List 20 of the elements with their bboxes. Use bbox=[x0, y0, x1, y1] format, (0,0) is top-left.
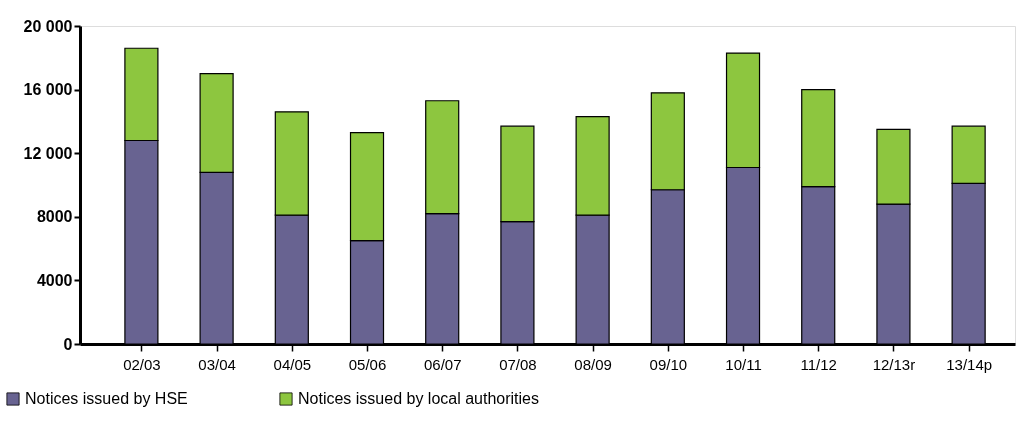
x-tick-label: 07/08 bbox=[499, 355, 537, 373]
legend-label: Notices issued by HSE bbox=[25, 390, 188, 407]
y-tick-label: 0 bbox=[63, 335, 73, 353]
x-tick-label: 03/04 bbox=[198, 355, 236, 373]
y-tick-label: 20 000 bbox=[23, 17, 73, 35]
x-tick-label: 10/11 bbox=[725, 355, 762, 373]
y-tick-label: 16 000 bbox=[23, 81, 73, 99]
x-tick-label: 13/14p bbox=[946, 355, 993, 373]
x-tick-label: 02/03 bbox=[123, 355, 161, 373]
y-tick-label: 12 000 bbox=[23, 144, 73, 162]
x-tick-label: 04/05 bbox=[273, 355, 312, 373]
x-tick-label: 06/07 bbox=[423, 355, 462, 373]
x-tick-label: 12/13r bbox=[872, 355, 916, 373]
x-tick-label: 05/06 bbox=[348, 355, 387, 373]
x-tick-label: 11/12 bbox=[800, 355, 837, 373]
legend-label: Notices issued by local authorities bbox=[298, 390, 540, 407]
x-tick-label: 08/09 bbox=[574, 355, 612, 373]
x-tick-label: 09/10 bbox=[649, 355, 688, 373]
y-tick-label: 8000 bbox=[36, 208, 73, 226]
y-tick-label: 4000 bbox=[36, 271, 73, 289]
